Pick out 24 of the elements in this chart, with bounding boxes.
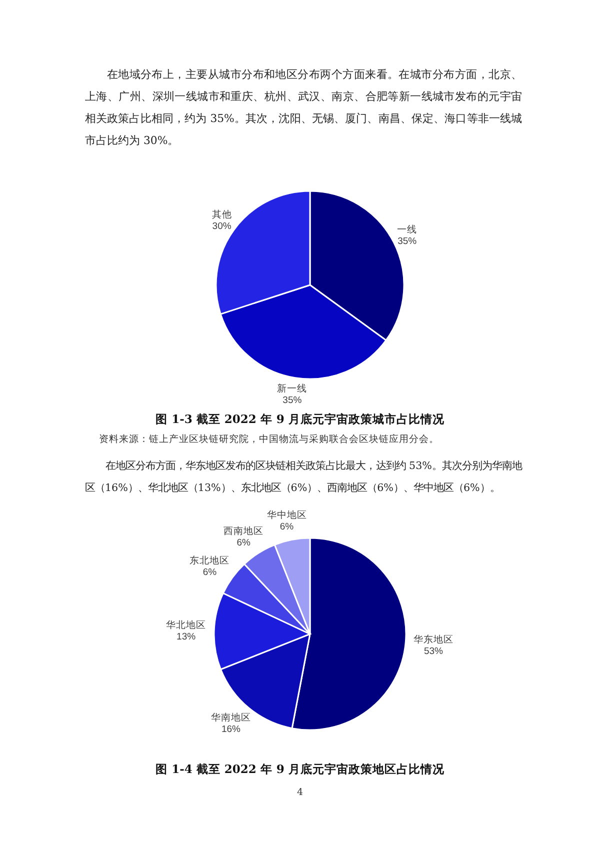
text: 4	[296, 787, 304, 798]
data-label: 13%	[176, 631, 196, 642]
text: 在地域分布上，主要从城市分布和地区分布两个方面来看。在城市分布方面，北京、上海、广州、深圳一线城市和重庆、杭州、武汉、南京、合肥等新一线城市发布的元宇宙相关政策占比相同，约为 35%。其次，沈阳、无锡、厦门、南昌、保定、海口等非一线城市占比约为 30%。	[85, 67, 522, 149]
text: 资料来源：链上产业区块链研究院，中国物流与采购联合会区块链应用分会。	[99, 433, 439, 446]
slice-label: 一线	[397, 223, 418, 236]
data-label: 6%	[202, 567, 218, 578]
slice-label: 西南地区	[224, 524, 264, 537]
slice-label: 其他	[212, 208, 232, 221]
data-label: 16%	[221, 724, 242, 735]
slice-label: 华东地区	[413, 633, 454, 646]
data-label: 53%	[424, 646, 444, 657]
data-label: 35%	[398, 236, 418, 247]
slice-label: 新一线	[277, 382, 308, 395]
data-label: 6%	[236, 537, 251, 548]
slice-label: 华南地区	[210, 711, 251, 724]
slice-label: 东北地区	[190, 554, 230, 567]
text: 在地区分布方面，华东地区发布的区块链相关政策占比最大，达到约 53%。其次分别为华南地区（16%）、华北地区（13%）、东北地区（6%）、西南地区（6%）、华中地区（6%）。	[85, 459, 522, 496]
data-label: 30%	[212, 221, 232, 232]
text: 图 1-3 截至 2022 年 9 月底元宇宙政策城市占比情况	[154, 412, 446, 427]
data-label: 35%	[282, 395, 302, 406]
slice-label: 华中地区	[266, 509, 307, 522]
text: 图 1-4 截至 2022 年 9 月底元宇宙政策地区占比情况	[154, 762, 446, 777]
slice-label: 华北地区	[166, 618, 206, 631]
data-label: 6%	[280, 522, 294, 533]
